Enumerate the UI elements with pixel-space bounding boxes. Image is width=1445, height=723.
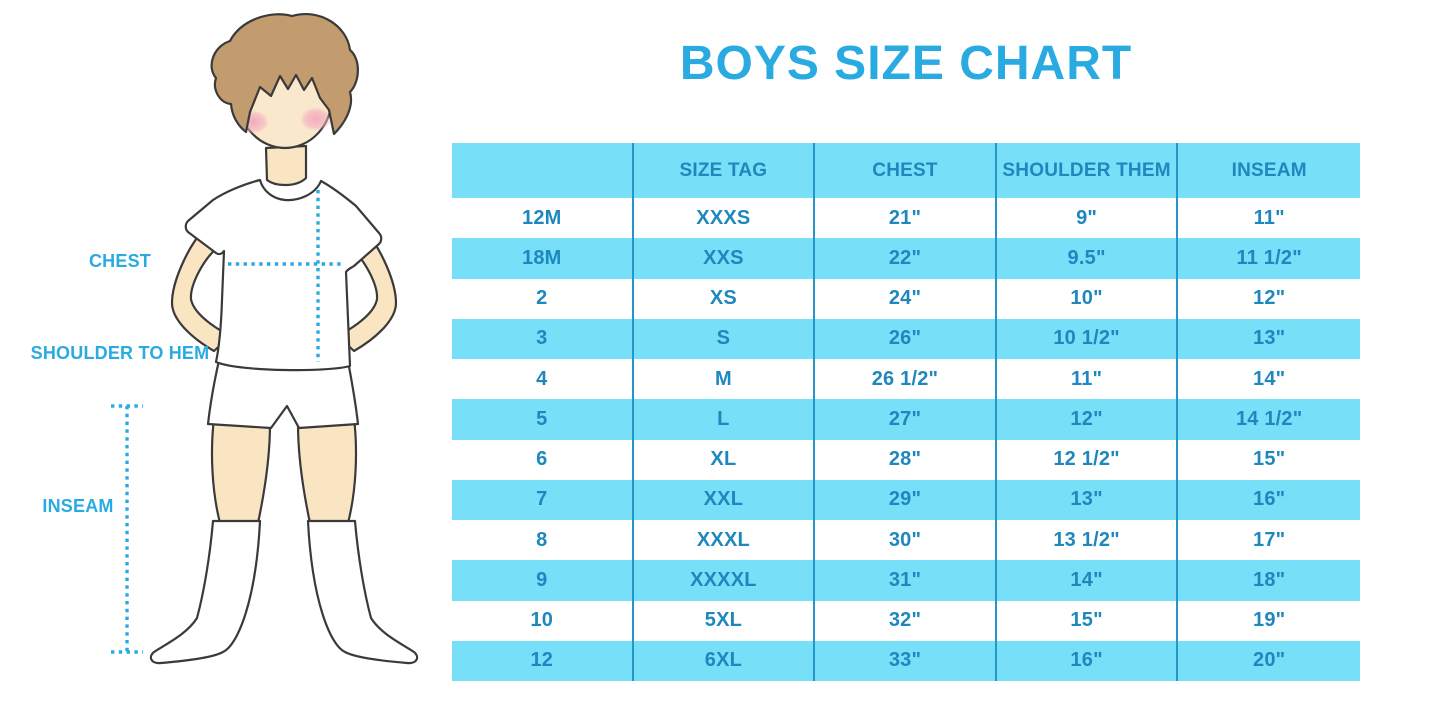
row-size-label: 8: [452, 520, 634, 561]
left-leg: [210, 416, 272, 525]
table-cell: 10 1/2": [996, 318, 1179, 359]
right-arm: [336, 228, 398, 353]
table-cell: 27": [815, 399, 997, 440]
right-leg: [296, 416, 358, 525]
table-cell: 11": [1178, 198, 1360, 239]
column-header: CHEST: [815, 143, 997, 198]
neck: [264, 144, 308, 187]
table-cell: 13": [996, 479, 1179, 520]
table-cell: 5XL: [633, 600, 816, 641]
row-size-label: 2: [452, 278, 634, 319]
table-cell: 17": [1178, 520, 1360, 561]
table-cell: 12": [996, 399, 1179, 440]
table-cell: 19": [1178, 600, 1360, 641]
table-cell: 26 1/2": [815, 359, 997, 400]
table-cell: 32": [815, 600, 997, 641]
table-cell: 11": [996, 359, 1179, 400]
row-size-label: 10: [452, 600, 634, 641]
table-cell: 11 1/2": [1178, 238, 1360, 279]
column-header: INSEAM: [1178, 143, 1360, 198]
table-cell: 28": [815, 439, 997, 480]
table-cell: XXXL: [633, 520, 816, 561]
shorts: [206, 354, 360, 430]
column-header: SHOULDER THEM: [996, 143, 1179, 198]
inseam-label: INSEAM: [42, 496, 114, 516]
table-cell: 33": [815, 640, 997, 681]
table-cell: 10": [996, 278, 1179, 319]
table-cell: 24": [815, 278, 997, 319]
table-cell: XS: [633, 278, 816, 319]
table-cell: S: [633, 318, 816, 359]
table-cell: XXL: [633, 479, 816, 520]
table-cell: 9": [996, 198, 1179, 239]
table-cell: 20": [1178, 640, 1360, 681]
chest-label: CHEST: [88, 251, 151, 271]
table-cell: XL: [633, 439, 816, 480]
table-cell: 14": [1178, 359, 1360, 400]
table-cell: 13 1/2": [996, 520, 1179, 561]
row-size-label: 12: [452, 640, 634, 681]
table-cell: XXXXL: [633, 560, 816, 601]
shoulder-to-hem-label: SHOULDER TO HEM: [30, 343, 210, 363]
page-title: BOYS SIZE CHART: [679, 37, 1133, 90]
row-size-label: 18M: [452, 238, 634, 279]
table-cell: 21": [815, 198, 997, 239]
right-cheek: [300, 107, 332, 131]
table-cell: 29": [815, 479, 997, 520]
table-cell: 14 1/2": [1178, 399, 1360, 440]
left-sock: [149, 519, 262, 665]
row-size-label: 3: [452, 318, 634, 359]
table-cell: 15": [996, 600, 1179, 641]
size-table: SIZE TAG CHEST SHOULDER THEM INSEAM 12M XXXS 2…: [452, 143, 1360, 681]
left-arm: [170, 228, 232, 353]
table-cell: 13": [1178, 318, 1360, 359]
row-size-label: 12M: [452, 198, 634, 239]
table-cell: 22": [815, 238, 997, 279]
hair: [210, 13, 359, 136]
right-sock: [306, 519, 419, 665]
row-size-label: 6: [452, 439, 634, 480]
table-cell: 15": [1178, 439, 1360, 480]
table-cell: 31": [815, 560, 997, 601]
row-size-label: 4: [452, 359, 634, 400]
boy-illustration: [111, 13, 419, 665]
table-cell: 14": [996, 560, 1179, 601]
table-cell: M: [633, 359, 816, 400]
table-cell: 12 1/2": [996, 439, 1179, 480]
boy-figure: CHEST SHOULDER TO HEM INSEAM: [0, 0, 452, 723]
row-size-label: 9: [452, 560, 634, 601]
table-cell: 26": [815, 318, 997, 359]
column-header: [452, 143, 634, 198]
table-cell: 12": [1178, 278, 1360, 319]
t-shirt: [184, 178, 383, 372]
table-cell: 18": [1178, 560, 1360, 601]
row-size-label: 5: [452, 399, 634, 440]
table-cell: L: [633, 399, 816, 440]
table-cell: 16": [996, 640, 1179, 681]
table-cell: 9.5": [996, 238, 1179, 279]
table-cell: 30": [815, 520, 997, 561]
table-cell: 6XL: [633, 640, 816, 681]
table-cell: 16": [1178, 479, 1360, 520]
table-cell: XXS: [633, 238, 816, 279]
row-size-label: 7: [452, 479, 634, 520]
column-header: SIZE TAG: [633, 143, 816, 198]
table-cell: XXXS: [633, 198, 816, 239]
